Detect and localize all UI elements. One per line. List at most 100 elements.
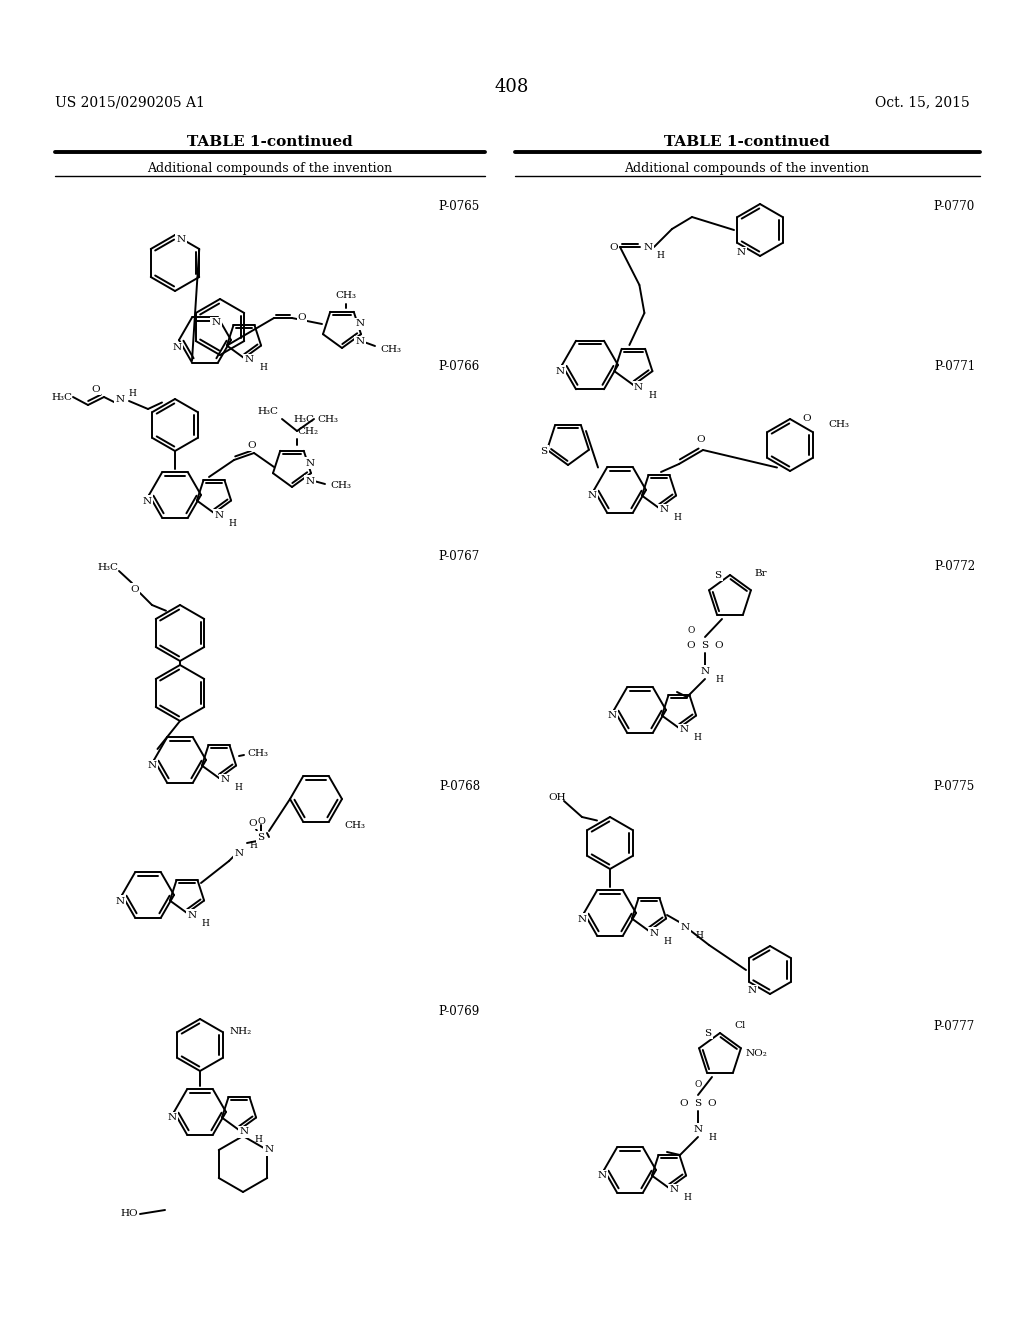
Text: S: S: [701, 640, 709, 649]
Text: S: S: [705, 1028, 712, 1038]
Text: H: H: [683, 1193, 691, 1203]
Text: NO₂: NO₂: [746, 1048, 768, 1057]
Text: H: H: [693, 734, 700, 742]
Text: N: N: [234, 849, 244, 858]
Text: Additional compounds of the invention: Additional compounds of the invention: [147, 162, 392, 176]
Text: N: N: [555, 367, 564, 375]
Text: H: H: [249, 841, 257, 850]
Text: S: S: [715, 570, 722, 579]
Text: O: O: [249, 818, 257, 828]
Text: N: N: [211, 318, 220, 327]
Text: N: N: [305, 458, 314, 467]
Text: N: N: [305, 477, 314, 486]
Text: O: O: [715, 640, 723, 649]
Text: P-0769: P-0769: [438, 1005, 480, 1018]
Text: P-0772: P-0772: [934, 560, 975, 573]
Text: H₃C: H₃C: [257, 407, 278, 416]
Text: N: N: [176, 235, 185, 243]
Text: Br: Br: [754, 569, 767, 578]
Text: H₃C: H₃C: [97, 562, 118, 572]
Text: N: N: [634, 383, 643, 392]
Text: O: O: [680, 1098, 688, 1107]
Text: N: N: [168, 1114, 176, 1122]
Text: N: N: [116, 896, 125, 906]
Text: H: H: [259, 363, 267, 372]
Text: N: N: [142, 496, 152, 506]
Text: P-0767: P-0767: [438, 550, 480, 564]
Text: S: S: [541, 446, 548, 455]
Text: H: H: [254, 1135, 262, 1144]
Text: CH₃: CH₃: [247, 750, 268, 759]
Text: N: N: [659, 506, 669, 515]
Text: CH₃: CH₃: [344, 821, 365, 830]
Text: CH₃: CH₃: [828, 420, 849, 429]
Text: CH₃: CH₃: [336, 292, 356, 301]
Text: P-0768: P-0768: [439, 780, 480, 793]
Text: Additional compounds of the invention: Additional compounds of the invention: [625, 162, 869, 176]
Text: N: N: [736, 248, 745, 257]
Text: N: N: [597, 1172, 606, 1180]
Text: N: N: [240, 1127, 249, 1137]
Text: CH₂: CH₂: [297, 426, 318, 436]
Text: O: O: [257, 817, 265, 825]
Text: H: H: [128, 388, 136, 397]
Text: N: N: [187, 911, 197, 920]
Text: O: O: [298, 314, 306, 322]
Text: O: O: [609, 243, 618, 252]
Text: N: N: [264, 1146, 273, 1155]
Text: O: O: [708, 1098, 717, 1107]
Text: N: N: [670, 1185, 679, 1195]
Text: H: H: [656, 251, 664, 260]
Text: CH₃: CH₃: [317, 414, 338, 424]
Text: P-0777: P-0777: [934, 1020, 975, 1034]
Text: CH₃: CH₃: [380, 346, 401, 355]
Text: S: S: [694, 1098, 701, 1107]
Text: US 2015/0290205 A1: US 2015/0290205 A1: [55, 95, 205, 110]
Text: O: O: [803, 414, 811, 422]
Text: N: N: [355, 319, 365, 329]
Text: N: N: [607, 711, 616, 721]
Text: 408: 408: [495, 78, 529, 96]
Text: N: N: [680, 923, 689, 932]
Text: N: N: [214, 511, 223, 520]
Text: N: N: [172, 343, 181, 352]
Text: H: H: [663, 936, 671, 945]
Text: N: N: [700, 667, 710, 676]
Text: H: H: [201, 919, 209, 928]
Text: H: H: [708, 1133, 716, 1142]
Text: N: N: [116, 396, 125, 404]
Text: HO: HO: [121, 1209, 138, 1218]
Text: N: N: [220, 776, 229, 784]
Text: N: N: [578, 915, 587, 924]
Text: P-0775: P-0775: [934, 780, 975, 793]
Text: N: N: [693, 1125, 702, 1134]
Text: P-0771: P-0771: [934, 360, 975, 374]
Text: H: H: [228, 519, 236, 528]
Text: H₃C: H₃C: [293, 414, 314, 424]
Text: O: O: [248, 441, 256, 450]
Text: TABLE 1-continued: TABLE 1-continued: [187, 135, 353, 149]
Text: O: O: [131, 585, 139, 594]
Text: Cl: Cl: [734, 1020, 745, 1030]
Text: N: N: [147, 762, 157, 771]
Text: N: N: [680, 726, 688, 734]
Text: Oct. 15, 2015: Oct. 15, 2015: [876, 95, 970, 110]
Text: P-0765: P-0765: [438, 201, 480, 213]
Text: N: N: [588, 491, 597, 500]
Text: CH₃: CH₃: [330, 480, 351, 490]
Text: H: H: [648, 391, 656, 400]
Text: O: O: [687, 626, 694, 635]
Text: H: H: [234, 784, 242, 792]
Text: H₃C: H₃C: [51, 392, 72, 401]
Text: N: N: [355, 338, 365, 346]
Text: N: N: [748, 986, 757, 995]
Text: H: H: [715, 675, 723, 684]
Text: N: N: [649, 928, 658, 937]
Text: H: H: [695, 931, 702, 940]
Text: NH₂: NH₂: [230, 1027, 252, 1036]
Text: O: O: [694, 1080, 701, 1089]
Text: OH: OH: [548, 792, 565, 801]
Text: O: O: [687, 640, 695, 649]
Text: O: O: [92, 384, 100, 393]
Text: H: H: [673, 513, 681, 523]
